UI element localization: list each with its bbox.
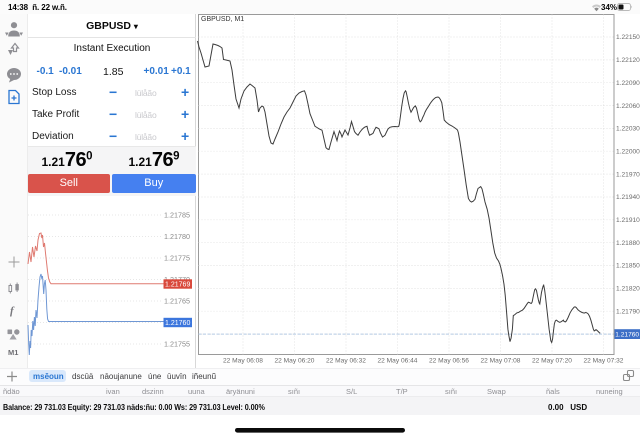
svg-text:1.21850: 1.21850 [616,263,640,270]
svg-text:1.21765: 1.21765 [164,296,190,305]
svg-text:1.21790: 1.21790 [616,308,640,315]
svg-text:f: f [10,305,15,317]
svg-text:1.21910: 1.21910 [616,217,640,224]
svg-text:GBPUSD, M1: GBPUSD, M1 [201,16,244,23]
svg-text:1.21760: 1.21760 [615,331,639,338]
svg-text:22 May 07:20: 22 May 07:20 [532,358,572,365]
svg-text:1.22090: 1.22090 [616,80,640,87]
svg-text:1.21760: 1.21760 [165,320,190,327]
svg-text:1.22000: 1.22000 [616,148,640,155]
svg-text:22 May 06:56: 22 May 06:56 [429,358,469,365]
svg-text:22 May 06:20: 22 May 06:20 [275,358,315,365]
svg-text:1.21820: 1.21820 [616,286,640,293]
svg-text:1.21780: 1.21780 [164,232,190,241]
svg-text:1.22120: 1.22120 [616,57,640,64]
svg-text:1.22150: 1.22150 [616,34,640,41]
svg-text:22 May 07:08: 22 May 07:08 [481,358,521,365]
svg-text:1.21940: 1.21940 [616,194,640,201]
svg-text:1.21970: 1.21970 [616,171,640,178]
svg-text:1.22060: 1.22060 [616,103,640,110]
svg-text:1.21785: 1.21785 [164,210,190,219]
svg-text:22 May 06:44: 22 May 06:44 [378,358,418,365]
svg-text:1.21755: 1.21755 [164,339,190,348]
svg-text:M1: M1 [8,348,18,357]
svg-text:1.21880: 1.21880 [616,240,640,247]
svg-text:1.21769: 1.21769 [165,281,190,288]
svg-text:1.22030: 1.22030 [616,126,640,133]
svg-text:22 May 07:32: 22 May 07:32 [584,358,624,365]
svg-text:22 May 06:08: 22 May 06:08 [223,358,263,365]
svg-text:1.21775: 1.21775 [164,253,190,262]
svg-text:22 May 06:32: 22 May 06:32 [326,358,366,365]
